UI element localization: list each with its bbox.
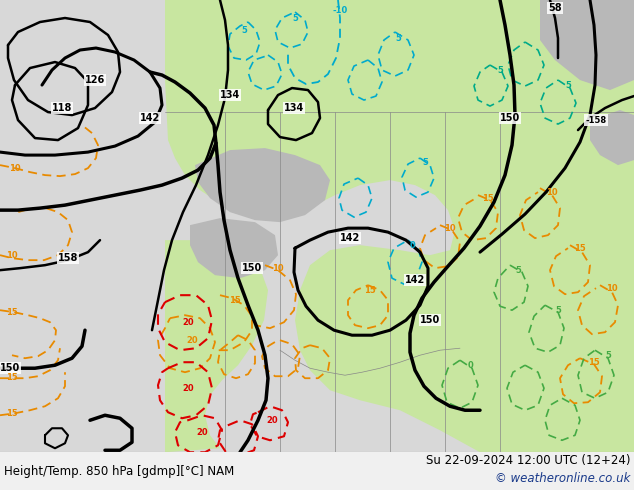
Text: 158: 158	[58, 253, 78, 263]
Text: 5: 5	[565, 80, 571, 90]
Text: 15: 15	[6, 308, 18, 317]
Text: 5: 5	[241, 25, 247, 34]
Text: 150: 150	[0, 363, 20, 373]
Text: 10: 10	[444, 223, 456, 233]
Text: 15: 15	[588, 358, 600, 367]
Text: 142: 142	[340, 233, 360, 243]
Text: 10: 10	[9, 164, 21, 172]
Text: -10: -10	[332, 5, 347, 15]
Text: 20: 20	[182, 318, 194, 327]
Text: 15: 15	[6, 373, 18, 382]
Text: Height/Temp. 850 hPa [gdmp][°C] NAM: Height/Temp. 850 hPa [gdmp][°C] NAM	[4, 465, 234, 478]
Text: 5: 5	[555, 306, 561, 315]
Polygon shape	[165, 0, 634, 452]
Polygon shape	[165, 240, 268, 452]
Text: 5: 5	[497, 66, 503, 74]
Text: 126: 126	[85, 75, 105, 85]
Text: 15: 15	[482, 194, 494, 203]
Text: 0: 0	[467, 361, 473, 370]
Text: 134: 134	[284, 103, 304, 113]
Text: 150: 150	[500, 113, 520, 123]
Bar	[0, 452, 634, 490]
Text: Su 22-09-2024 12:00 UTC (12+24): Su 22-09-2024 12:00 UTC (12+24)	[425, 454, 630, 467]
Text: 20: 20	[196, 428, 208, 437]
Polygon shape	[590, 110, 634, 165]
Text: 20: 20	[266, 416, 278, 425]
Text: 150: 150	[242, 263, 262, 273]
Text: 10: 10	[6, 251, 18, 260]
Polygon shape	[540, 0, 634, 90]
Text: 134: 134	[220, 90, 240, 100]
Text: 15: 15	[364, 286, 376, 294]
Polygon shape	[195, 148, 330, 222]
Text: 58: 58	[548, 3, 562, 13]
Text: 5: 5	[422, 158, 428, 167]
Text: 10: 10	[272, 264, 284, 272]
Text: 0: 0	[409, 241, 415, 249]
Text: 5: 5	[515, 266, 521, 275]
Text: 5: 5	[292, 14, 298, 23]
Text: 15: 15	[229, 295, 241, 305]
Text: 20: 20	[182, 384, 194, 392]
Text: 142: 142	[140, 113, 160, 123]
Text: -158: -158	[585, 116, 607, 124]
Text: 10: 10	[546, 188, 558, 196]
Text: 142: 142	[405, 275, 425, 285]
Text: 10: 10	[606, 284, 618, 293]
Text: 20: 20	[186, 336, 198, 344]
Text: 5: 5	[605, 351, 611, 360]
Text: 15: 15	[574, 244, 586, 253]
Polygon shape	[190, 218, 278, 278]
Text: 15: 15	[6, 409, 18, 418]
Text: 118: 118	[52, 103, 72, 113]
Text: 5: 5	[395, 33, 401, 43]
Text: © weatheronline.co.uk: © weatheronline.co.uk	[495, 472, 630, 485]
Text: 150: 150	[420, 315, 440, 325]
